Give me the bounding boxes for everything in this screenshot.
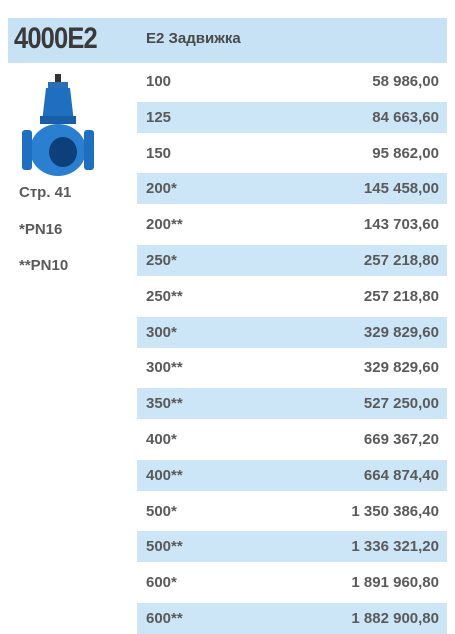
price: 1 882 900,80 — [351, 610, 439, 627]
table-row: 500* 1 350 386,40 — [137, 496, 447, 527]
size: 200** — [146, 216, 183, 233]
table-row: 200* 145 458,00 — [137, 173, 447, 204]
price: 329 829,60 — [364, 359, 439, 376]
table-row: 100 58 986,00 — [137, 66, 447, 97]
size: 400** — [146, 467, 183, 484]
price: 664 874,40 — [364, 467, 439, 484]
price: 84 663,60 — [372, 109, 439, 126]
table-row: 500** 1 336 321,20 — [137, 531, 447, 562]
price: 669 367,20 — [364, 431, 439, 448]
size: 300* — [146, 324, 177, 341]
note: *PN16 — [19, 221, 62, 238]
price: 257 218,80 — [364, 252, 439, 269]
table-row: 300** 329 829,60 — [137, 352, 447, 383]
table-row: 125 84 663,60 — [137, 102, 447, 133]
table-row: 250** 257 218,80 — [137, 281, 447, 312]
table-row: 300* 329 829,60 — [137, 317, 447, 348]
price: 143 703,60 — [364, 216, 439, 233]
note: **PN10 — [19, 257, 68, 274]
price: 145 458,00 — [364, 180, 439, 197]
table-row: 350** 527 250,00 — [137, 388, 447, 419]
price: 95 862,00 — [372, 145, 439, 162]
price: 58 986,00 — [372, 73, 439, 90]
table-row: 600** 1 882 900,80 — [137, 603, 447, 634]
price: 527 250,00 — [364, 395, 439, 412]
size: 100 — [146, 73, 171, 90]
table-row: 600* 1 891 960,80 — [137, 567, 447, 598]
price: 329 829,60 — [364, 324, 439, 341]
size: 400* — [146, 431, 177, 448]
price: 257 218,80 — [364, 288, 439, 305]
table-row: 200** 143 703,60 — [137, 209, 447, 240]
page: 4000E2 E2 Задвижка Стр. 41 *PN16 **PN10 … — [0, 0, 455, 627]
size: 500** — [146, 538, 183, 555]
price: 1 891 960,80 — [351, 574, 439, 591]
size: 250** — [146, 288, 183, 305]
size: 200* — [146, 180, 177, 197]
size: 300** — [146, 359, 183, 376]
size: 600* — [146, 574, 177, 591]
valve-image — [18, 72, 98, 180]
table-row: 400** 664 874,40 — [137, 460, 447, 491]
price: 1 336 321,20 — [351, 538, 439, 555]
size: 500* — [146, 503, 177, 520]
size: 250* — [146, 252, 177, 269]
page-ref: Стр. 41 — [19, 184, 71, 201]
product-code: 4000E2 — [14, 22, 97, 56]
size: 600** — [146, 610, 183, 627]
table-row: 150 95 862,00 — [137, 138, 447, 169]
size: 125 — [146, 109, 171, 126]
size: 350** — [146, 395, 183, 412]
size: 150 — [146, 145, 171, 162]
price: 1 350 386,40 — [351, 503, 439, 520]
table-row: 250* 257 218,80 — [137, 245, 447, 276]
table-row: 400* 669 367,20 — [137, 424, 447, 455]
product-title: E2 Задвижка — [146, 30, 241, 47]
